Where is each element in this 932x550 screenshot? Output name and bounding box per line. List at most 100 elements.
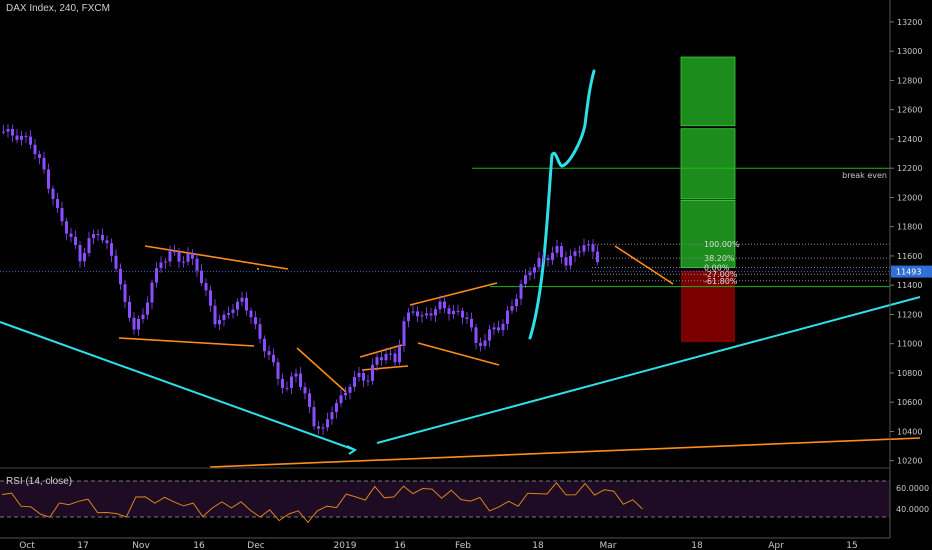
time-tick-label: 16 — [193, 541, 205, 550]
candle-body — [303, 387, 307, 394]
candle-body — [587, 244, 590, 246]
price-tick-label: 10800 — [897, 369, 922, 378]
candle-body — [168, 251, 172, 262]
candle-body — [263, 338, 266, 352]
candle-body — [74, 236, 77, 246]
candle-body — [398, 346, 401, 363]
time-tick-label: 18 — [691, 541, 703, 550]
fib-level-label: 100.00% — [704, 240, 740, 249]
orange-trend-line — [118, 337, 255, 347]
trend-lines[interactable] — [0, 69, 921, 468]
price-axis[interactable]: 10200 10400 10600 10800 11000 11200 11400 11600… — [889, 0, 932, 538]
rsi-axis: 60.0000 40.0000 — [0, 467, 929, 514]
candle-body — [141, 314, 145, 320]
candle-body — [195, 258, 199, 271]
target-zone — [680, 56, 736, 127]
candle-body — [348, 386, 352, 393]
candle-body — [465, 317, 469, 319]
fib-level-label: -61.80% — [704, 277, 738, 286]
candle-body — [528, 272, 532, 276]
candle-body — [447, 308, 451, 315]
candle-body — [357, 372, 361, 378]
candle-body — [47, 169, 50, 189]
price-tick-label: 12600 — [897, 106, 922, 115]
candle-body — [227, 312, 230, 315]
time-tick-label: 16 — [394, 541, 406, 550]
price-tick-label: 13000 — [897, 47, 922, 56]
candle-body — [128, 301, 131, 318]
candle-body — [569, 255, 572, 266]
price-tick-label: 10600 — [897, 398, 922, 407]
candle-body — [371, 364, 374, 381]
time-tick-label: Mar — [600, 541, 617, 550]
fib-level-label: 38.20% — [704, 254, 735, 263]
candle-body — [537, 257, 541, 268]
candle-body — [389, 353, 392, 355]
candle-body — [137, 319, 140, 330]
candle-body — [218, 319, 221, 325]
cyan-arrow-head — [346, 445, 357, 455]
price-tick-label: 11200 — [897, 310, 922, 319]
candle-body — [497, 327, 500, 331]
candle-body — [515, 298, 518, 307]
candle-body — [375, 357, 379, 365]
candle-body — [182, 261, 185, 263]
candle-body — [299, 373, 302, 388]
candle-body — [92, 234, 95, 239]
long-position-tool[interactable] — [680, 56, 736, 343]
candle-body — [78, 245, 82, 262]
price-tick-label: 13200 — [897, 18, 922, 27]
candle-body — [573, 251, 577, 256]
time-tick-label: Apr — [768, 541, 784, 550]
price-tick-label: 11000 — [897, 340, 922, 349]
fib-retracement[interactable]: 100.00% 38.20%0.00%-27.00%-61.80% — [592, 240, 890, 286]
candle-body — [492, 327, 496, 330]
candle-body — [105, 240, 109, 244]
candle-body — [524, 275, 527, 284]
candle-body — [582, 245, 586, 252]
rsi-series — [0, 480, 890, 524]
candle-body — [560, 246, 563, 258]
cyan-up-trend-line — [376, 296, 921, 444]
candle-body — [326, 419, 329, 428]
candle-body — [312, 407, 316, 427]
candle-body — [402, 321, 406, 347]
time-tick-label: Nov — [132, 541, 150, 550]
price-tick-label: 12200 — [897, 164, 922, 173]
candle-body — [321, 427, 325, 429]
horizontal-lines[interactable]: break even — [0, 167, 890, 288]
candle-body — [429, 313, 433, 316]
candle-body — [578, 251, 581, 253]
candle-body — [267, 351, 271, 355]
price-tick-label: 12400 — [897, 135, 922, 144]
candle-body — [456, 310, 460, 312]
candle-body — [60, 207, 64, 222]
candle-body — [434, 309, 437, 316]
candle-body — [452, 310, 455, 315]
rsi-tick-label: 60.0000 — [896, 484, 929, 493]
price-series — [2, 124, 599, 435]
candle-body — [87, 238, 91, 254]
candle-body — [335, 403, 338, 413]
time-tick-label: 15 — [846, 541, 857, 550]
candle-body — [69, 233, 73, 237]
time-axis[interactable]: Oct 17 Nov 16 Dec 2019 16 Feb 18 Mar 18 Apr 15 — [0, 537, 890, 550]
candle-body — [330, 412, 334, 420]
candle-body — [339, 395, 343, 404]
candle-body — [258, 324, 262, 339]
candle-body — [416, 311, 419, 317]
candle-body — [294, 373, 298, 377]
candle-body — [24, 135, 28, 137]
candle-body — [555, 246, 559, 253]
candle-body — [443, 301, 446, 309]
candle-body — [110, 243, 113, 256]
price-tick-label: 11400 — [897, 281, 922, 290]
candle-body — [272, 354, 275, 363]
orange-trend-line — [417, 342, 500, 366]
candle-body — [29, 136, 32, 145]
price-tick-label: 12800 — [897, 76, 922, 85]
candle-body — [470, 318, 473, 328]
candle-body — [285, 387, 289, 389]
rsi-line — [1, 482, 643, 524]
